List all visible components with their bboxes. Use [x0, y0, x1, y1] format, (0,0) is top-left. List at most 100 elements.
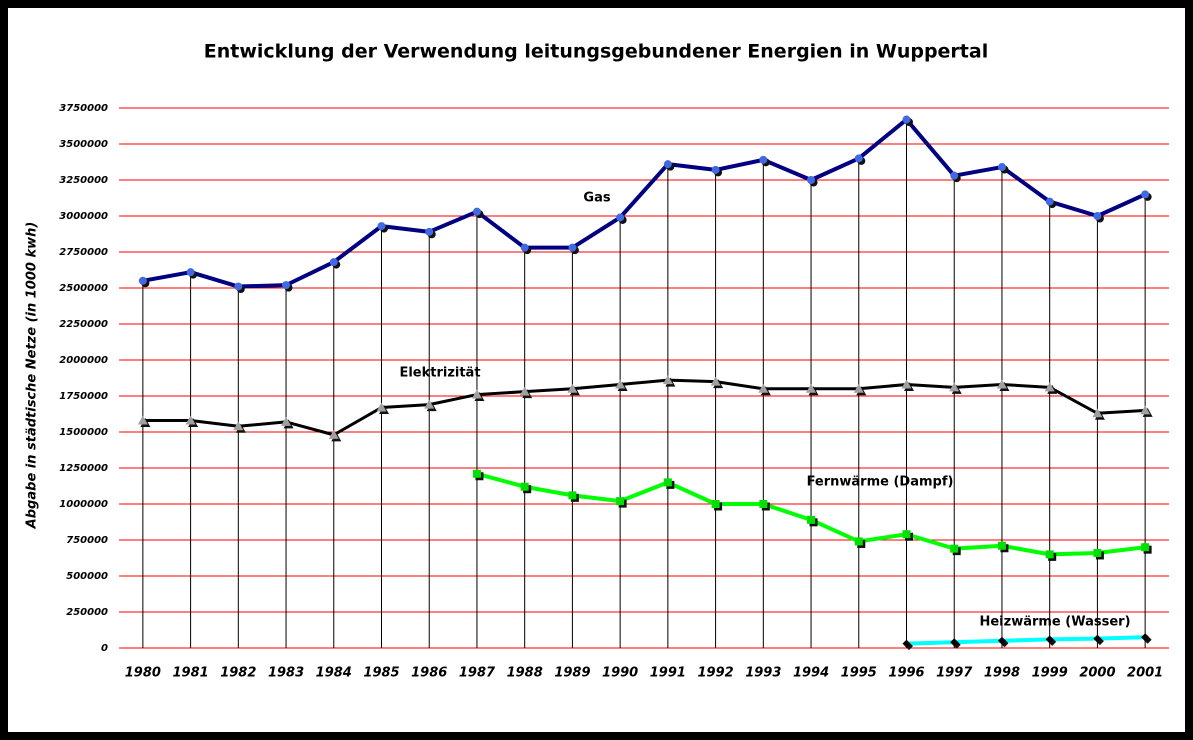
marker-shape: [854, 537, 863, 546]
y-tick-label: 500000: [66, 571, 108, 582]
marker-shape: [1141, 543, 1150, 552]
x-tick-label: 1994: [793, 666, 829, 681]
marker-shape: [424, 399, 435, 409]
marker-shape: [807, 515, 816, 524]
marker: [377, 222, 388, 233]
marker-shape: [233, 421, 244, 431]
marker-shape: [854, 154, 863, 163]
marker-shape: [471, 389, 482, 399]
marker-shape: [950, 544, 959, 553]
marker-shape: [1045, 550, 1054, 559]
marker: [281, 416, 294, 429]
marker: [997, 163, 1009, 174]
marker: [807, 176, 818, 187]
marker: [376, 402, 389, 415]
x-tick-label: 1985: [363, 666, 399, 681]
marker-shape: [758, 383, 769, 393]
marker-shape: [902, 530, 911, 539]
marker-shape: [519, 386, 530, 396]
marker: [902, 115, 913, 127]
x-tick-label: 1988: [507, 666, 543, 681]
marker-shape: [615, 379, 626, 389]
marker-shape: [568, 491, 577, 500]
marker-shape: [567, 383, 578, 393]
marker: [1093, 548, 1104, 560]
marker-shape: [901, 379, 912, 389]
marker-shape: [663, 478, 672, 487]
marker: [186, 268, 198, 279]
marker: [233, 421, 246, 433]
y-tick-label: 2250000: [59, 319, 108, 330]
marker: [710, 376, 724, 389]
marker: [329, 258, 341, 269]
marker: [137, 415, 151, 427]
x-tick-label: 1982: [220, 666, 256, 681]
marker: [950, 638, 961, 649]
y-axis-label: Abgabe in städtische Netze (in 1000 kwh): [25, 222, 40, 530]
x-tick-label: 1981: [172, 666, 208, 681]
marker-shape: [472, 207, 481, 216]
marker-shape: [1141, 633, 1150, 642]
y-tick-label: 3250000: [59, 175, 108, 186]
y-tick-label: 2750000: [59, 247, 108, 258]
x-tick-label: 1993: [745, 666, 781, 681]
marker: [854, 154, 866, 165]
marker: [568, 491, 579, 502]
marker-shape: [996, 379, 1007, 389]
y-tick-label: 3000000: [59, 211, 108, 222]
marker-shape: [282, 281, 291, 290]
marker-shape: [520, 243, 529, 252]
marker-shape: [902, 639, 911, 648]
x-tick-label: 1980: [125, 666, 161, 681]
marker-shape: [759, 155, 768, 164]
marker-shape: [997, 636, 1006, 645]
x-tick-label: 1986: [411, 666, 447, 681]
marker: [997, 541, 1009, 553]
marker-shape: [234, 282, 243, 291]
marker: [568, 243, 579, 255]
marker-shape: [616, 497, 625, 506]
marker: [854, 537, 866, 548]
marker: [663, 160, 675, 171]
marker-shape: [1093, 548, 1102, 557]
x-tick-label: 1984: [316, 666, 352, 681]
marker-shape: [138, 276, 147, 285]
marker: [1141, 543, 1152, 554]
marker-shape: [1045, 635, 1054, 644]
x-tick-label: 1996: [888, 666, 924, 681]
marker: [1045, 197, 1057, 209]
marker-shape: [616, 213, 625, 222]
marker: [663, 478, 675, 489]
x-tick-label: 2000: [1079, 666, 1115, 681]
y-tick-label: 1250000: [59, 463, 108, 474]
y-tick-label: 1000000: [59, 499, 108, 510]
marker-shape: [662, 375, 673, 385]
marker-shape: [1044, 382, 1055, 392]
series-label: Heizwärme (Wasser): [979, 615, 1130, 630]
marker-shape: [997, 541, 1006, 550]
x-tick-label: 2001: [1127, 666, 1163, 681]
marker: [950, 544, 961, 556]
marker: [185, 415, 199, 427]
x-tick-label: 1989: [554, 666, 590, 681]
marker: [1044, 382, 1058, 394]
marker-shape: [137, 415, 148, 425]
marker: [1045, 635, 1057, 646]
marker: [901, 379, 914, 391]
marker: [950, 171, 961, 183]
marker-shape: [807, 176, 816, 184]
marker: [616, 213, 627, 224]
y-tick-label: 1750000: [59, 391, 108, 402]
marker: [234, 282, 245, 294]
marker: [616, 497, 627, 508]
y-tick-label: 750000: [66, 535, 108, 546]
marker: [711, 500, 723, 511]
marker: [662, 375, 676, 387]
marker-shape: [1093, 212, 1102, 220]
marker: [1092, 408, 1105, 420]
marker-shape: [759, 500, 768, 508]
marker: [282, 281, 293, 292]
marker: [1141, 190, 1152, 201]
y-tick-label: 2500000: [59, 283, 108, 294]
